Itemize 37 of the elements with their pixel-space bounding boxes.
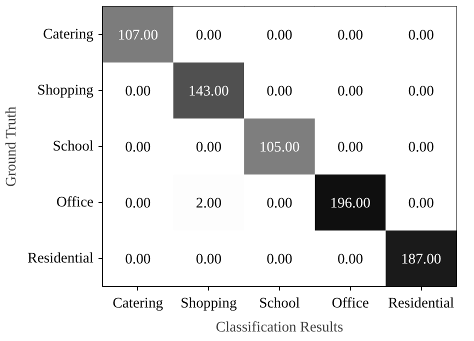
data-label: 0.00 <box>125 84 151 100</box>
data-label: 0.00 <box>266 28 292 44</box>
data-label: 0.00 <box>266 196 292 212</box>
data-label: 0.00 <box>125 196 151 212</box>
data-label: 0.00 <box>337 140 364 156</box>
data-label: 0.00 <box>408 196 434 212</box>
data-label: 0.00 <box>337 28 364 44</box>
data-label: 187.00 <box>400 252 442 268</box>
data-label: 0.00 <box>337 84 364 100</box>
data-label: 0.00 <box>196 252 222 268</box>
x-axis-title: Classification Results <box>216 320 344 336</box>
y-tick-label: School <box>52 138 94 154</box>
data-label: 0.00 <box>337 252 364 268</box>
data-label: 107.00 <box>118 28 158 44</box>
data-label: 0.00 <box>408 84 434 100</box>
y-tick-label: Catering <box>43 26 94 42</box>
data-label: 0.00 <box>125 252 151 268</box>
data-label: 0.00 <box>408 28 434 44</box>
data-label: 0.00 <box>125 140 151 156</box>
data-label: 0.00 <box>266 252 292 268</box>
y-tick-label: Shopping <box>37 82 94 98</box>
y-axis-title: Ground Truth <box>4 106 20 187</box>
data-label: 143.00 <box>188 84 229 100</box>
y-tick-label: Office <box>56 194 94 210</box>
data-label: 2.00 <box>196 196 222 212</box>
x-tick-label: Residential <box>388 296 454 312</box>
data-label: 0.00 <box>408 140 434 156</box>
data-label: 105.00 <box>259 140 300 156</box>
data-label: 0.00 <box>196 28 222 44</box>
data-label: 0.00 <box>196 140 222 156</box>
data-label: 196.00 <box>330 196 370 212</box>
y-tick-label: Residential <box>28 250 94 266</box>
x-tick-label: Office <box>332 296 369 312</box>
data-label: 0.00 <box>266 84 292 100</box>
x-tick-label: Catering <box>112 296 164 312</box>
x-tick-label: School <box>259 296 300 312</box>
x-tick-label: Shopping <box>180 296 238 312</box>
